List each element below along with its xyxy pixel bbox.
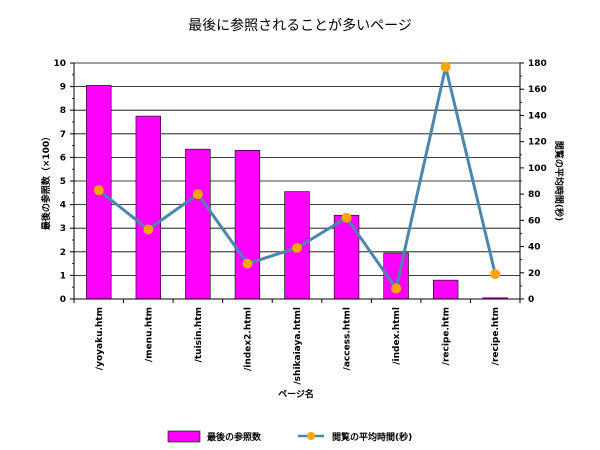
tick-label-right: 60 — [528, 216, 541, 226]
category-label: /access.html — [343, 307, 353, 370]
tick-label-left: 2 — [60, 248, 66, 258]
category-label: /tuisin.htm — [194, 307, 204, 362]
y-axis-label-right: 閲覧の平均時間(秒) — [553, 141, 565, 221]
tick-label-right: 160 — [528, 85, 547, 95]
tick-label-right: 120 — [528, 138, 547, 148]
series-point — [242, 258, 253, 269]
tick-label-left: 4 — [60, 201, 66, 211]
tick-label-left: 6 — [60, 153, 66, 163]
legend-label-line: 閲覧の平均時間(秒) — [332, 431, 412, 443]
tick-label-left: 3 — [60, 224, 66, 234]
series-point — [490, 269, 501, 280]
series-point — [391, 283, 402, 294]
legend: 最後の参照数 閲覧の平均時間(秒) — [167, 430, 412, 443]
tick-label-right: 0 — [528, 295, 534, 305]
category-label: /yoyaku.htm — [95, 307, 105, 370]
tick-label-left: 9 — [60, 83, 66, 93]
bar — [135, 115, 162, 300]
legend-swatch-bar — [167, 430, 201, 443]
bar — [185, 148, 211, 300]
series-point — [93, 185, 104, 196]
tick-label-left: 10 — [53, 59, 66, 69]
series-point — [143, 224, 154, 235]
series-point — [192, 189, 203, 200]
chart-title: 最後に参照されることが多いページ — [188, 17, 412, 34]
tick-label-right: 80 — [528, 190, 541, 200]
tick-label-left: 0 — [60, 295, 66, 305]
series-point — [292, 242, 302, 253]
tick-label-left: 1 — [60, 271, 66, 281]
category-label: /shikaiaya.html — [293, 307, 303, 385]
tick-label-right: 20 — [528, 269, 541, 279]
tick-label-right: 40 — [528, 243, 541, 253]
line-series — [93, 61, 501, 294]
category-label: /recipe.htm — [491, 307, 501, 365]
bar — [234, 150, 261, 300]
category-label: /index2.html — [243, 307, 253, 371]
tick-label-left: 8 — [60, 106, 66, 116]
legend-label-bar: 最後の参照数 — [207, 431, 262, 443]
ticks: 012345678910020406080100120140160180/yoy… — [53, 59, 546, 385]
tick-label-right: 140 — [528, 111, 547, 121]
legend-swatch-marker — [307, 432, 315, 440]
series-point — [341, 212, 352, 223]
tick-label-left: 5 — [60, 177, 66, 187]
category-label: /recipe.htm — [442, 307, 452, 365]
tick-label-left: 7 — [60, 130, 66, 140]
y-axis-label-left: 最後の参照数（×100） — [40, 132, 52, 230]
tick-label-right: 180 — [528, 59, 547, 69]
series-point — [440, 61, 451, 72]
bars — [86, 85, 508, 300]
category-label: /index.html — [392, 307, 402, 365]
category-label: /menu.htm — [144, 307, 154, 362]
tick-label-right: 100 — [528, 164, 547, 174]
x-axis-label: ページ名 — [278, 388, 314, 400]
bar — [432, 279, 459, 300]
